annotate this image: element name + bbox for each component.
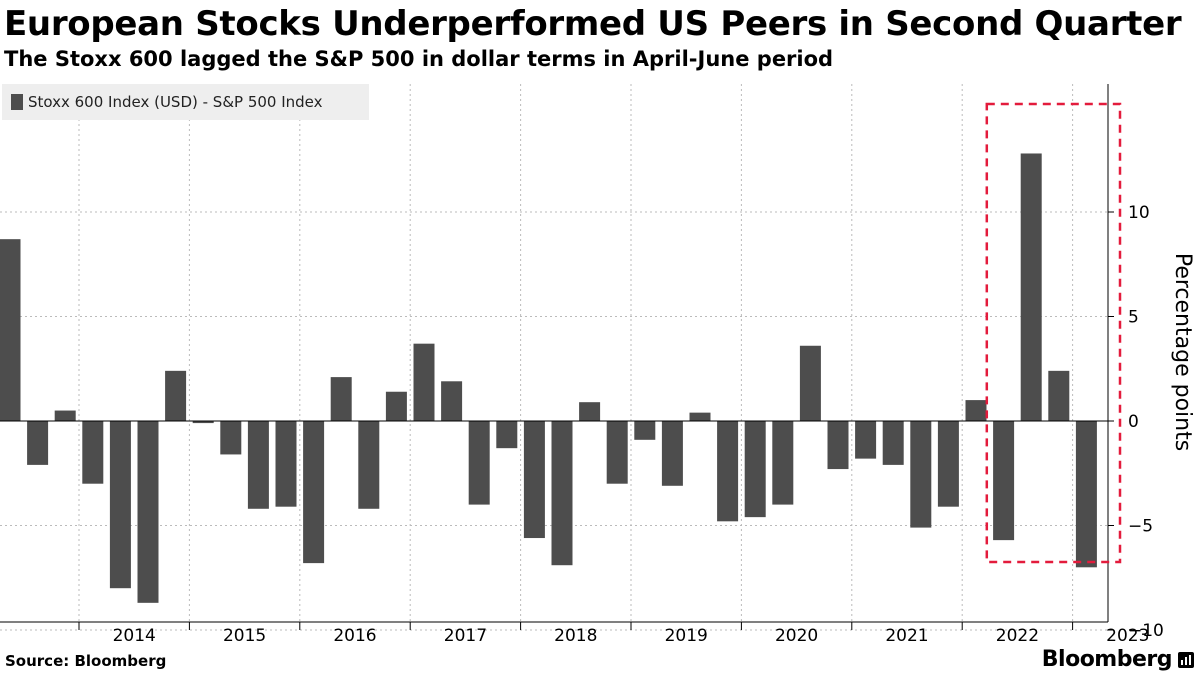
bar bbox=[303, 421, 325, 564]
bar bbox=[496, 421, 518, 449]
y-tick-label: 5 bbox=[1128, 308, 1139, 328]
x-tick-label: 2021 bbox=[885, 626, 928, 646]
y-axis-label: Percentage points bbox=[1170, 253, 1195, 451]
bars bbox=[0, 153, 1097, 603]
bar bbox=[137, 421, 159, 603]
axes: 10 5 0 −5 −10 2014 2015 2016 2017 2018 2019 2020 202… bbox=[0, 84, 1195, 646]
x-tick-label: 2023 bbox=[1106, 626, 1149, 646]
bar bbox=[82, 421, 104, 484]
legend-label: Stoxx 600 Index (USD) - S&P 500 Index bbox=[28, 93, 323, 111]
legend-swatch bbox=[11, 94, 23, 110]
x-tick-label: 2014 bbox=[113, 626, 156, 646]
bar bbox=[910, 421, 932, 528]
bar bbox=[579, 402, 601, 421]
bar bbox=[772, 421, 794, 505]
bar bbox=[385, 391, 407, 421]
bar bbox=[744, 421, 766, 518]
bar bbox=[993, 421, 1015, 541]
bar bbox=[247, 421, 269, 509]
bar bbox=[882, 421, 904, 465]
bar bbox=[827, 421, 849, 470]
y-tick-label: −5 bbox=[1128, 517, 1153, 537]
bar bbox=[1048, 370, 1070, 421]
bar bbox=[54, 410, 76, 421]
chart-subtitle: The Stoxx 600 lagged the S&P 500 in doll… bbox=[4, 47, 834, 71]
legend: Stoxx 600 Index (USD) - S&P 500 Index bbox=[2, 84, 369, 120]
chart-title: European Stocks Underperformed US Peers … bbox=[4, 4, 1182, 44]
y-tick-label: −10 bbox=[1128, 621, 1164, 641]
x-tick-label: 2016 bbox=[333, 626, 376, 646]
bar bbox=[27, 421, 49, 465]
x-tick-label: 2015 bbox=[223, 626, 266, 646]
highlight-box bbox=[985, 102, 1122, 564]
x-tick-label: 2019 bbox=[665, 626, 708, 646]
bar bbox=[165, 370, 187, 421]
bar bbox=[689, 412, 711, 421]
brand-name: Bloomberg bbox=[1041, 647, 1173, 672]
brand: Bloomberg bbox=[1042, 647, 1194, 672]
y-tick-label: 0 bbox=[1128, 412, 1139, 432]
bar bbox=[717, 421, 739, 522]
bar bbox=[109, 421, 131, 589]
x-tick-label: 2018 bbox=[554, 626, 597, 646]
bar bbox=[330, 377, 352, 421]
bar bbox=[634, 421, 656, 440]
bar bbox=[413, 343, 435, 421]
bar bbox=[965, 400, 987, 421]
bar bbox=[192, 421, 214, 424]
bar bbox=[799, 345, 821, 421]
bar bbox=[1020, 153, 1042, 422]
bar bbox=[551, 421, 573, 566]
bar bbox=[441, 381, 463, 421]
bar bbox=[220, 421, 242, 455]
x-tick-label: 2017 bbox=[444, 626, 487, 646]
bar bbox=[606, 421, 628, 484]
bloomberg-logo-icon bbox=[1178, 651, 1194, 668]
x-tick-label: 2020 bbox=[775, 626, 818, 646]
bar bbox=[523, 421, 545, 539]
bar bbox=[275, 421, 297, 507]
source-note: Source: Bloomberg bbox=[5, 652, 167, 670]
bar bbox=[855, 421, 877, 459]
y-tick-label: 10 bbox=[1128, 203, 1150, 223]
x-tick-label: 2022 bbox=[996, 626, 1039, 646]
bar bbox=[1075, 421, 1097, 568]
bar bbox=[0, 239, 21, 421]
highlight-box-rect bbox=[985, 102, 1122, 564]
bar bbox=[661, 421, 683, 486]
bar bbox=[468, 421, 490, 505]
bar bbox=[937, 421, 959, 507]
bar bbox=[358, 421, 380, 509]
